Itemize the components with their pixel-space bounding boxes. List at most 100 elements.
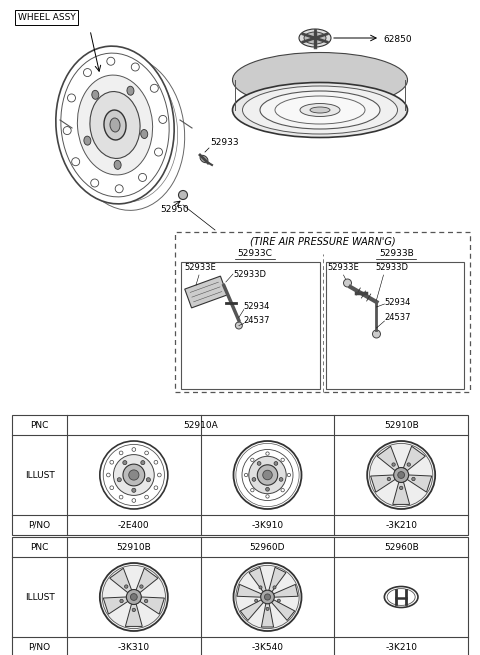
Ellipse shape xyxy=(344,279,351,287)
Polygon shape xyxy=(403,446,425,471)
Ellipse shape xyxy=(232,52,408,107)
Polygon shape xyxy=(269,567,286,592)
Text: P/NO: P/NO xyxy=(28,643,50,652)
Circle shape xyxy=(259,586,262,589)
Text: 52934: 52934 xyxy=(384,298,411,307)
Ellipse shape xyxy=(61,53,169,197)
Text: 52933D: 52933D xyxy=(233,270,266,279)
Circle shape xyxy=(102,565,166,629)
Text: 52933B: 52933B xyxy=(379,250,414,259)
Circle shape xyxy=(279,477,283,481)
Circle shape xyxy=(100,563,168,631)
Text: 52910B: 52910B xyxy=(117,542,151,552)
Text: 52933: 52933 xyxy=(210,138,239,147)
Circle shape xyxy=(144,599,148,603)
Polygon shape xyxy=(393,482,409,504)
Text: 52934: 52934 xyxy=(244,301,270,310)
Circle shape xyxy=(132,498,136,502)
Circle shape xyxy=(264,594,271,600)
Circle shape xyxy=(124,585,128,588)
Ellipse shape xyxy=(300,103,340,117)
Circle shape xyxy=(281,458,284,462)
Ellipse shape xyxy=(92,90,99,100)
Circle shape xyxy=(154,486,158,490)
Circle shape xyxy=(249,457,286,494)
Circle shape xyxy=(257,465,278,485)
Ellipse shape xyxy=(235,322,242,329)
Circle shape xyxy=(251,489,254,492)
Text: -2E400: -2E400 xyxy=(118,521,150,529)
Circle shape xyxy=(274,462,278,465)
Ellipse shape xyxy=(110,118,120,132)
Text: 52933E: 52933E xyxy=(184,263,216,272)
Text: 24537: 24537 xyxy=(244,316,270,324)
Circle shape xyxy=(123,460,127,464)
Text: -3K910: -3K910 xyxy=(252,521,284,529)
Text: 52910B: 52910B xyxy=(384,421,419,430)
Circle shape xyxy=(144,495,148,499)
Circle shape xyxy=(144,451,148,455)
Ellipse shape xyxy=(77,75,153,175)
Ellipse shape xyxy=(275,96,365,124)
Text: 52910A: 52910A xyxy=(183,421,218,430)
Circle shape xyxy=(407,463,410,466)
Ellipse shape xyxy=(260,91,380,129)
Circle shape xyxy=(115,185,123,193)
Text: 52960D: 52960D xyxy=(250,542,285,552)
Circle shape xyxy=(266,495,269,498)
Circle shape xyxy=(107,473,110,477)
Circle shape xyxy=(110,460,114,464)
Circle shape xyxy=(120,599,123,603)
Circle shape xyxy=(107,57,115,66)
Circle shape xyxy=(155,148,163,156)
Text: WHEEL ASSY: WHEEL ASSY xyxy=(18,13,76,22)
Ellipse shape xyxy=(179,191,188,200)
Text: 52933C: 52933C xyxy=(237,250,272,259)
Circle shape xyxy=(84,69,92,77)
Circle shape xyxy=(150,84,158,92)
Polygon shape xyxy=(136,569,158,593)
Circle shape xyxy=(387,477,391,481)
Circle shape xyxy=(412,477,415,481)
Circle shape xyxy=(146,477,150,482)
Bar xyxy=(181,262,320,389)
Polygon shape xyxy=(185,276,227,308)
Polygon shape xyxy=(240,600,264,620)
Circle shape xyxy=(113,455,154,495)
Polygon shape xyxy=(274,584,298,597)
Circle shape xyxy=(273,586,276,589)
Circle shape xyxy=(233,563,301,631)
Circle shape xyxy=(132,447,136,451)
Ellipse shape xyxy=(90,92,140,159)
Text: -3K210: -3K210 xyxy=(385,643,417,652)
Polygon shape xyxy=(125,604,142,626)
Polygon shape xyxy=(249,567,266,592)
Ellipse shape xyxy=(299,29,331,47)
Ellipse shape xyxy=(56,46,174,204)
Circle shape xyxy=(132,63,139,71)
Text: P/NO: P/NO xyxy=(28,521,50,529)
Ellipse shape xyxy=(141,130,148,138)
Circle shape xyxy=(251,458,254,462)
Circle shape xyxy=(266,452,269,455)
Text: 52950: 52950 xyxy=(160,205,189,214)
Circle shape xyxy=(257,462,261,465)
Circle shape xyxy=(277,599,280,602)
Text: 52933D: 52933D xyxy=(375,263,408,272)
Circle shape xyxy=(117,477,121,482)
Circle shape xyxy=(255,599,258,602)
Ellipse shape xyxy=(200,155,208,162)
Circle shape xyxy=(244,474,248,477)
Polygon shape xyxy=(262,604,274,627)
Text: 62850: 62850 xyxy=(383,35,412,44)
Circle shape xyxy=(157,473,161,477)
Text: PNC: PNC xyxy=(30,542,48,552)
Polygon shape xyxy=(237,584,262,597)
Ellipse shape xyxy=(232,83,408,138)
Bar xyxy=(325,262,464,389)
Circle shape xyxy=(263,470,272,479)
Circle shape xyxy=(261,590,274,604)
Polygon shape xyxy=(110,569,132,593)
Circle shape xyxy=(139,174,146,181)
Polygon shape xyxy=(103,597,128,614)
